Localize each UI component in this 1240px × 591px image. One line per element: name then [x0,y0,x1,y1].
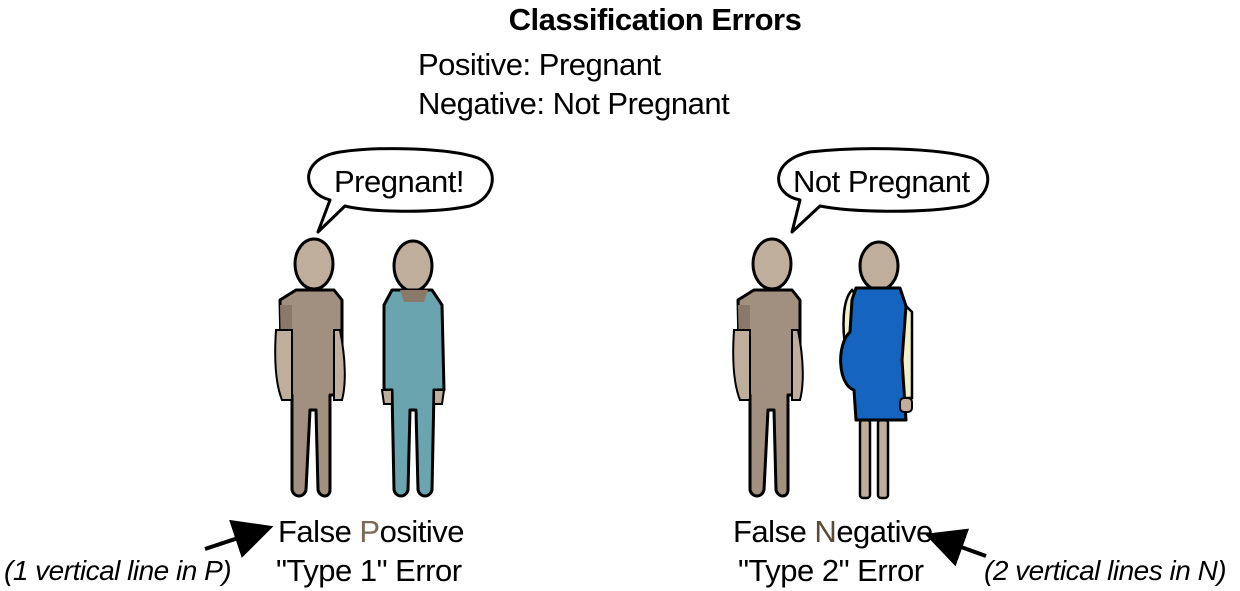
speech-text-left: Pregnant! [334,164,464,199]
speech-bubble-right [777,147,990,234]
woman-figure-left [380,239,446,498]
note-left: (1 vertical line in P) [4,555,232,586]
caption-fn-a: False [733,514,815,549]
arrow-right [924,528,987,567]
caption-fp-a: False [278,514,360,549]
caption-false-negative: False Negative [733,516,933,547]
speech-bubble-left [307,147,494,234]
man-figure-left [274,237,346,498]
speech-text-right: Not Pregnant [793,164,970,199]
note-right: (2 vertical lines in N) [984,555,1227,586]
diagram-title: Classification Errors [508,2,802,37]
pregnant-woman-figure-right [839,240,914,500]
caption-false-positive: False Positive [278,516,464,547]
legend-positive: Positive: Pregnant [418,47,661,82]
caption-type1-error: "Type 1" Error [276,553,462,588]
man-figure-right [732,237,804,498]
caption-type2-error: "Type 2" Error [738,553,924,588]
caption-fp-letter: P [359,514,380,549]
caption-fp-c: ositive [379,514,465,549]
caption-fn-letter: N [814,514,837,549]
caption-fn-c: egative [836,514,933,549]
arrow-left [204,519,274,558]
legend-negative: Negative: Not Pregnant [418,86,730,121]
